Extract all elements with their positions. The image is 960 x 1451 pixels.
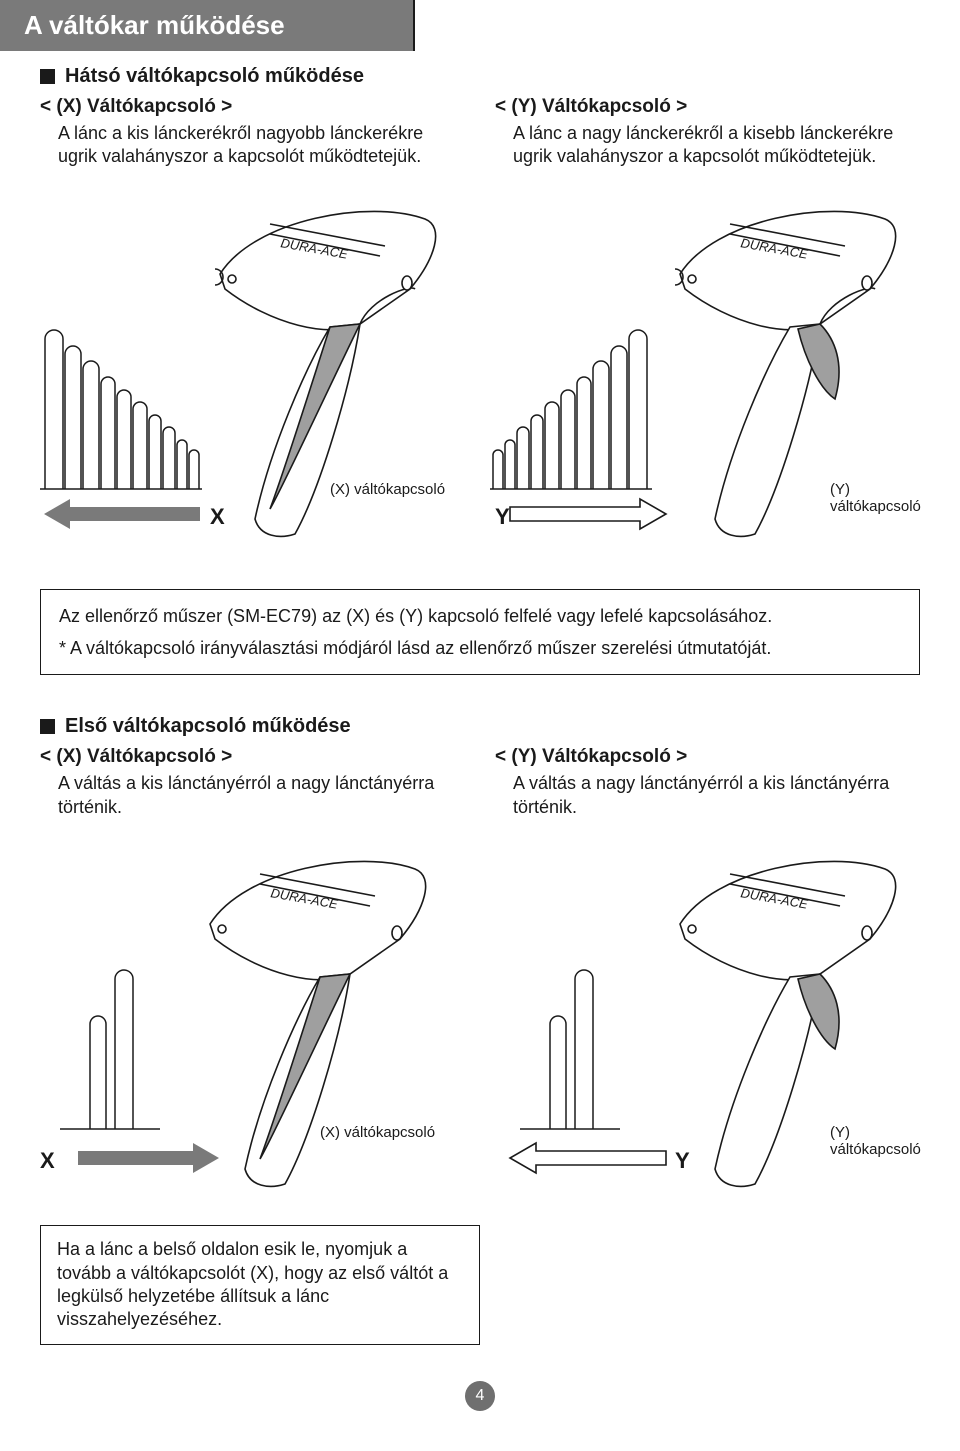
page-title-bar: A váltókar működése xyxy=(0,0,415,51)
s2-right-caption: (Y) váltókapcsoló xyxy=(830,1124,921,1158)
s1-right-label: < (Y) Váltókapcsoló > xyxy=(495,96,920,118)
s1-left-label: < (X) Váltókapcsoló > xyxy=(40,96,465,118)
info2-text: Ha a lánc a belső oldalon esik le, nyomj… xyxy=(57,1239,448,1329)
square-bullet-icon xyxy=(40,69,55,84)
section1-heading: Hátsó váltókapcsoló működése xyxy=(65,65,364,88)
s1-right-desc: A lánc a nagy lánckerékről a kisebb lánc… xyxy=(495,122,920,169)
section2-heading: Első váltókapcsoló működése xyxy=(65,715,351,738)
section1-svg: DURA-ACE xyxy=(40,189,920,559)
square-bullet-icon xyxy=(40,719,55,734)
s1-right-caption: (Y) váltókapcsoló xyxy=(830,481,921,515)
section1-heading-row: Hátsó váltókapcsoló működése xyxy=(40,65,920,88)
s2-left-caption: (X) váltókapcsoló xyxy=(320,1124,435,1141)
s2-right-letter: Y xyxy=(675,1148,690,1174)
s1-right-letter: Y xyxy=(495,504,510,530)
page-number-value: 4 xyxy=(476,1387,485,1405)
page-title: A váltókar működése xyxy=(24,10,285,40)
section1-diagram: DURA-ACE xyxy=(40,189,920,559)
section2-svg: DURA-ACE DURA-ACE xyxy=(40,839,920,1199)
section2-heading-row: Első váltókapcsoló működése xyxy=(40,715,920,738)
s2-left-label: < (X) Váltókapcsoló > xyxy=(40,746,465,768)
s1-left-letter: X xyxy=(210,504,225,530)
info1-line2: * A váltókapcsoló irányválasztási módjár… xyxy=(59,636,901,660)
info-box-1: Az ellenőrző műszer (SM-EC79) az (X) és … xyxy=(40,589,920,676)
section2-diagram: DURA-ACE DURA-ACE xyxy=(40,839,920,1199)
page-number: 4 xyxy=(465,1381,495,1411)
s1-left-caption: (X) váltókapcsoló xyxy=(330,481,445,498)
s2-right-desc: A váltás a nagy lánctányérról a kis lánc… xyxy=(495,772,920,819)
s2-right-label: < (Y) Váltókapcsoló > xyxy=(495,746,920,768)
s2-left-letter: X xyxy=(40,1148,55,1174)
info1-line1: Az ellenőrző műszer (SM-EC79) az (X) és … xyxy=(59,604,901,628)
s1-left-desc: A lánc a kis lánckerékről nagyobb láncke… xyxy=(40,122,465,169)
info-box-2: Ha a lánc a belső oldalon esik le, nyomj… xyxy=(40,1225,480,1345)
s2-left-desc: A váltás a kis lánctányérról a nagy lánc… xyxy=(40,772,465,819)
